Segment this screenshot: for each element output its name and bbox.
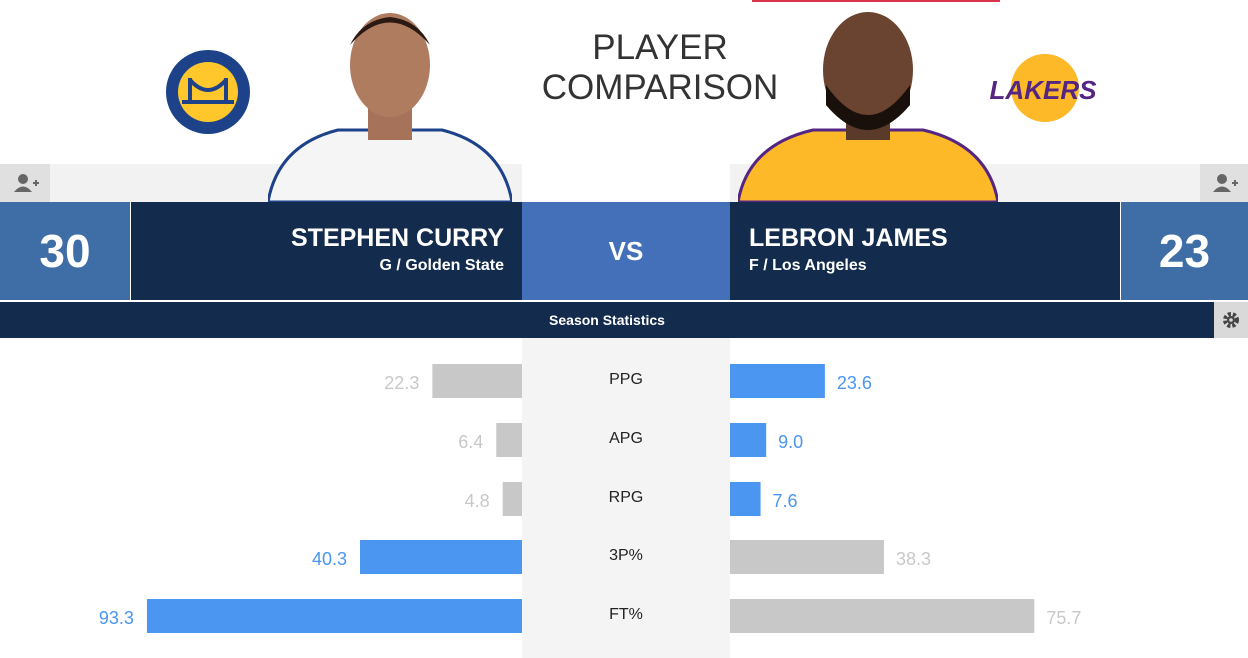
title-line: PLAYER	[592, 28, 728, 67]
bar	[730, 540, 884, 574]
team-logo: LAKERS	[990, 54, 1098, 122]
value-label: 6.4	[458, 432, 483, 452]
value-label: 40.3	[312, 549, 347, 569]
value-label: 7.6	[773, 491, 798, 511]
bar	[359, 540, 522, 574]
bar	[730, 599, 1035, 633]
accent-line	[752, 0, 1000, 2]
player-card: LEBRON JAMES F / Los Angeles	[730, 202, 1120, 300]
player-photo	[268, 13, 512, 202]
bar	[730, 364, 825, 398]
team-logo	[166, 50, 250, 134]
value-label: 38.3	[896, 549, 931, 569]
section-title: Season Statistics	[0, 302, 1214, 338]
jersey-number: 23	[1121, 202, 1248, 300]
player-name: LEBRON JAMES	[749, 224, 948, 252]
stat-label: 3P%	[609, 547, 643, 564]
bar	[496, 423, 522, 457]
vs-label: VS	[522, 202, 730, 300]
bar	[730, 423, 767, 457]
player-name: STEPHEN CURRY	[291, 224, 504, 252]
add-player-button[interactable]	[0, 164, 50, 202]
bar	[730, 482, 761, 516]
title-line: COMPARISON	[541, 68, 779, 107]
player-position: G / Golden State	[379, 257, 504, 274]
bar	[502, 482, 522, 516]
svg-text:LAKERS: LAKERS	[990, 75, 1098, 105]
stat-label: RPG	[609, 489, 644, 506]
value-label: 23.6	[837, 373, 872, 393]
center-column	[522, 338, 730, 658]
value-label: 22.3	[384, 373, 419, 393]
value-label: 75.7	[1046, 608, 1081, 628]
jersey-number: 30	[0, 202, 130, 300]
stat-label: APG	[609, 430, 643, 447]
bar	[432, 364, 522, 398]
value-label: 93.3	[99, 608, 134, 628]
player-photo	[738, 12, 998, 202]
value-label: 9.0	[778, 432, 803, 452]
stat-label: FT%	[609, 606, 643, 623]
player-position: F / Los Angeles	[749, 257, 867, 274]
bar	[146, 599, 522, 633]
value-label: 4.8	[465, 491, 490, 511]
stats-chart: PPG 22.3 23.6 APG 6.4 9.0 RPG 4.8 7.6 3P% 40.3 38.3…	[99, 338, 1081, 658]
player-card: STEPHEN CURRY G / Golden State	[131, 202, 522, 300]
add-player-button[interactable]	[1200, 164, 1248, 202]
stat-label: PPG	[609, 371, 643, 388]
settings-button[interactable]	[1214, 302, 1248, 338]
